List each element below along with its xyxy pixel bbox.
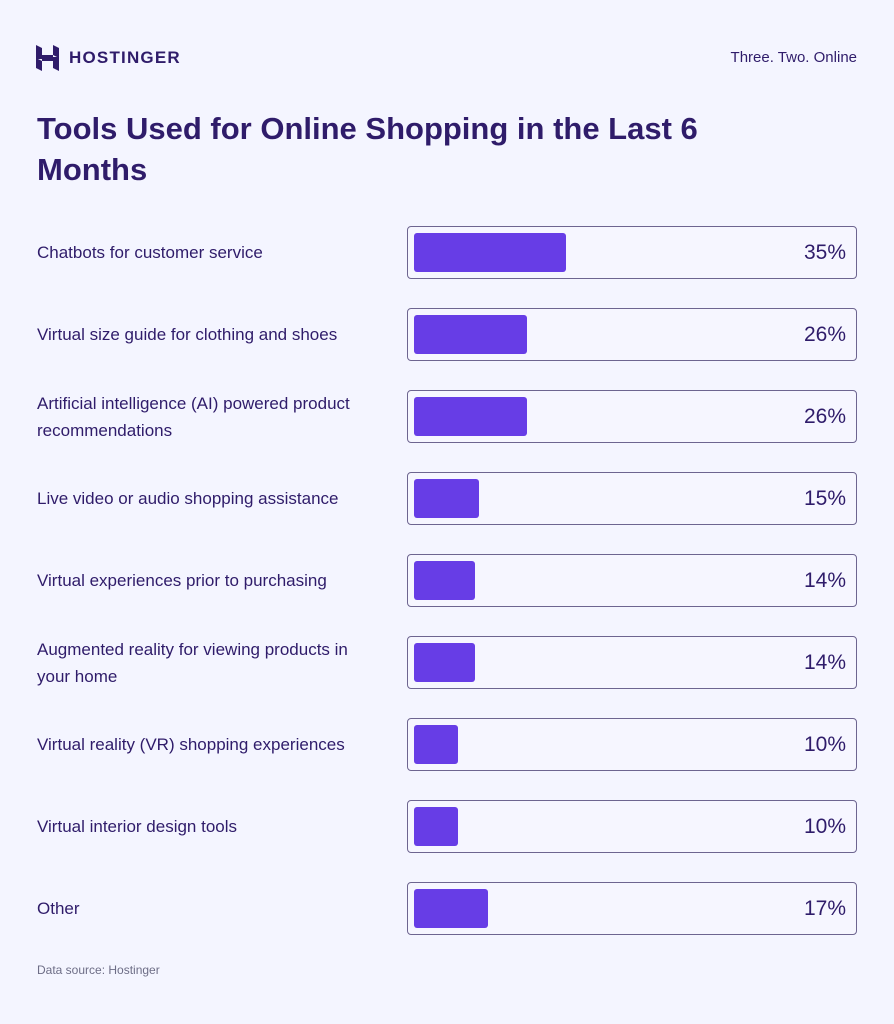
chart-row: Live video or audio shopping assistance 1… xyxy=(0,472,894,525)
row-label: Augmented reality for viewing products i… xyxy=(37,639,348,686)
bar-value: 10% xyxy=(803,733,846,756)
row-label: Virtual experiences prior to purchasing xyxy=(37,571,327,590)
chart-row: Virtual experiences prior to purchasing 1… xyxy=(0,554,894,607)
chart-row: Virtual size guide for clothing and shoe… xyxy=(0,308,894,361)
bar-track: 14% xyxy=(407,554,857,607)
bar-track: 10% xyxy=(407,718,857,771)
bar-fill xyxy=(414,561,475,600)
row-label: Chatbots for customer service xyxy=(37,243,263,262)
bar-fill xyxy=(414,807,458,846)
bar-value: 14% xyxy=(803,651,846,674)
bar-track: 26% xyxy=(407,308,857,361)
bar-fill xyxy=(414,889,488,928)
bar-value: 14% xyxy=(803,569,846,592)
bar-value: 10% xyxy=(803,815,846,838)
row-label: Virtual interior design tools xyxy=(37,817,238,836)
bar-track: 26% xyxy=(407,390,857,443)
hostinger-h-logo-icon xyxy=(36,45,59,71)
bar-value: 15% xyxy=(803,487,846,510)
bar-track: 17% xyxy=(407,882,857,935)
bar-fill xyxy=(414,479,479,518)
bar-value: 26% xyxy=(803,405,846,428)
chart-row: Virtual interior design tools 10% xyxy=(0,800,894,853)
brand-tagline: Three. Two. Online xyxy=(730,49,857,66)
bar-value: 26% xyxy=(803,323,846,346)
chart-row: Augmented reality for viewing products i… xyxy=(0,636,894,689)
bar-value: 17% xyxy=(803,897,846,920)
bar-track: 10% xyxy=(407,800,857,853)
chart-row: Other 17% xyxy=(0,882,894,935)
bar-fill xyxy=(414,725,458,764)
bar-track: 14% xyxy=(407,636,857,689)
bar-fill xyxy=(414,397,527,436)
bar-value: 35% xyxy=(803,241,846,264)
data-source: Data source: Hostinger xyxy=(37,963,160,977)
bar-fill xyxy=(414,643,475,682)
brand-logo: HOSTINGER xyxy=(36,45,181,71)
row-label: Live video or audio shopping assistance xyxy=(37,489,339,508)
row-label: Other xyxy=(37,899,80,918)
brand-name: HOSTINGER xyxy=(69,48,181,67)
row-label: Artificial intelligence (AI) powered pro… xyxy=(37,393,350,440)
row-label: Virtual reality (VR) shopping experience… xyxy=(37,735,345,754)
chart-row: Chatbots for customer service 35% xyxy=(0,226,894,279)
bar-track: 15% xyxy=(407,472,857,525)
chart-title: Tools Used for Online Shopping in the La… xyxy=(37,111,698,187)
bar-track: 35% xyxy=(407,226,857,279)
row-label: Virtual size guide for clothing and shoe… xyxy=(37,325,338,344)
chart-row: Artificial intelligence (AI) powered pro… xyxy=(0,390,894,443)
bar-fill xyxy=(414,233,566,272)
bar-fill xyxy=(414,315,527,354)
chart-row: Virtual reality (VR) shopping experience… xyxy=(0,718,894,771)
